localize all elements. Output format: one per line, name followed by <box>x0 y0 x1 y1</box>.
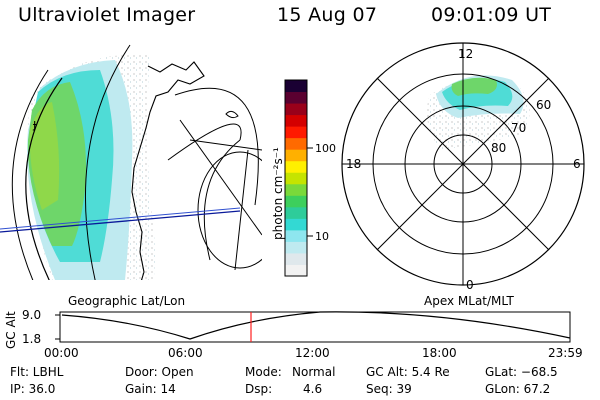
colorbar-swatch <box>285 80 307 93</box>
mlt-label-12: 12 <box>458 47 474 61</box>
colorbar-swatch <box>285 241 307 254</box>
colorbar-swatch <box>285 137 307 150</box>
altitude-xtick-2359: 23:59 <box>548 346 583 360</box>
colorbar-swatch <box>285 218 307 231</box>
colorbar-swatch <box>285 103 307 116</box>
earth-limb-arc-outer <box>11 69 49 280</box>
altitude-ylabel: GC Alt <box>4 311 18 349</box>
colorbar-tick-label-10: 10 <box>315 230 329 243</box>
colorbar-swatch <box>285 206 307 219</box>
colorbar-swatch <box>285 195 307 208</box>
colorbar-swatch <box>285 252 307 265</box>
altitude-xtick-1200: 12:00 <box>295 346 330 360</box>
colorbar-swatch <box>285 91 307 104</box>
glon-info: GLon: 67.2 <box>485 382 551 396</box>
geo-map <box>0 44 262 280</box>
gc-alt-info: GC Alt: 5.4 Re <box>366 365 450 379</box>
mlt-label-18: 18 <box>346 157 362 171</box>
app-title: Ultraviolet Imager <box>18 4 196 26</box>
colorbar-tick-label-100: 100 <box>315 142 336 155</box>
door-info: Door: Open <box>125 365 194 379</box>
earth-limb-arc <box>25 77 63 280</box>
colorbar-unit-label: photon cm⁻²s⁻¹ <box>271 147 285 240</box>
coastline <box>131 61 205 280</box>
filter-info: Flt: LBHL <box>10 365 64 379</box>
mlat-label-80: 80 <box>491 141 507 155</box>
colorbar-swatch <box>285 149 307 162</box>
colorbar-swatch <box>285 126 307 139</box>
altitude-curve <box>61 311 571 340</box>
colorbar-frame <box>284 79 308 277</box>
geo-map-caption: Geographic Lat/Lon <box>68 294 186 308</box>
dsp-label: Dsp: <box>245 382 273 396</box>
geo-aurora-core <box>29 102 60 210</box>
lat-lon-grid <box>84 44 131 280</box>
colorbar-swatch <box>285 160 307 173</box>
colorbar-swatch <box>285 264 307 277</box>
glat-info: GLat: −68.5 <box>485 365 558 379</box>
polar-plot <box>341 42 585 286</box>
altitude-ytick-9: 9.0 <box>22 308 42 322</box>
altitude-plot <box>55 311 571 343</box>
seq-info: Seq: 39 <box>366 382 412 396</box>
time-label: 09:01:09 UT <box>431 4 552 26</box>
mlt-label-0: 0 <box>466 278 474 292</box>
colorbar <box>285 80 307 277</box>
ip-info: IP: 36.0 <box>10 382 56 396</box>
geo-cursor-mark: ɟ <box>33 117 37 131</box>
colorbar-swatch <box>285 114 307 127</box>
dsp-value: 4.6 <box>303 382 323 396</box>
date-label: 15 Aug 07 <box>277 4 378 26</box>
altitude-xtick-0000: 00:00 <box>44 346 79 360</box>
polar-plot-caption: Apex MLat/MLT <box>424 294 514 308</box>
altitude-ytick-1-8: 1.8 <box>22 332 42 346</box>
ground-track-line <box>0 210 241 233</box>
altitude-xtick-0600: 06:00 <box>168 346 203 360</box>
gain-info: Gain: 14 <box>125 382 176 396</box>
altitude-xtick-1800: 18:00 <box>422 346 457 360</box>
mlt-label-6: 6 <box>573 157 581 171</box>
mode-value: Normal <box>292 365 336 379</box>
mode-label: Mode: <box>245 365 282 379</box>
colorbar-swatch <box>285 229 307 242</box>
mlat-label-60: 60 <box>536 98 552 112</box>
mlat-label-70: 70 <box>511 121 527 135</box>
colorbar-swatch <box>285 172 307 185</box>
colorbar-swatch <box>285 183 307 196</box>
